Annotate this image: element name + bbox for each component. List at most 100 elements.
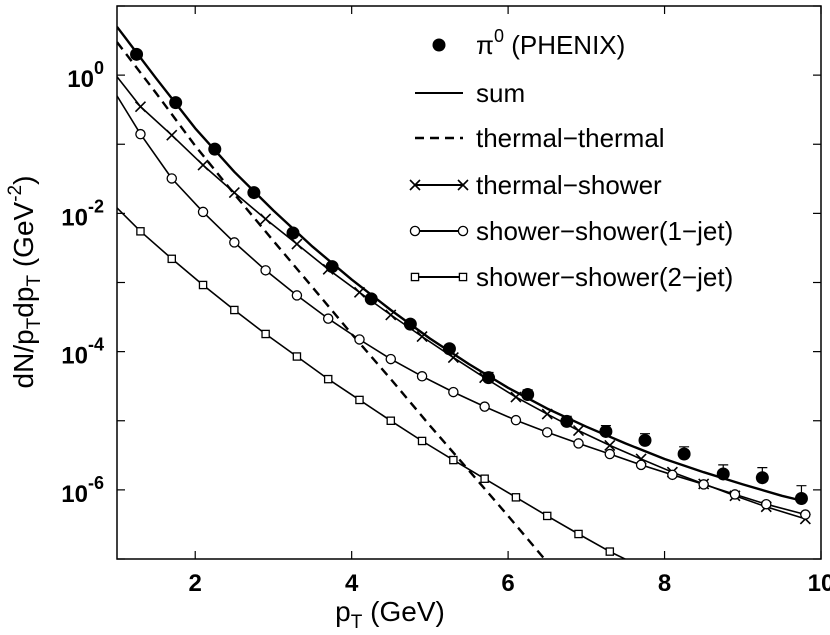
data-point bbox=[448, 386, 459, 398]
data-point bbox=[135, 128, 146, 140]
data-point bbox=[198, 280, 208, 290]
data-point bbox=[510, 391, 522, 403]
data-point bbox=[604, 448, 616, 460]
data-point bbox=[261, 329, 270, 339]
series-4 bbox=[117, 95, 811, 520]
legend-marker bbox=[432, 38, 446, 52]
x-tick-label: 2 bbox=[189, 570, 202, 597]
data-point bbox=[479, 401, 490, 412]
data-point bbox=[260, 265, 271, 276]
y-tick-label: 10-2 bbox=[61, 196, 104, 231]
data-point bbox=[322, 313, 334, 324]
data-point bbox=[605, 547, 615, 556]
legend-item: sum bbox=[415, 78, 525, 108]
data-point bbox=[353, 286, 366, 298]
data-point bbox=[416, 331, 428, 343]
data-point bbox=[291, 290, 303, 301]
data-point bbox=[449, 455, 458, 465]
x-axis: 2 4 6 8 10 bbox=[189, 6, 830, 597]
data-point bbox=[416, 371, 428, 382]
data-point bbox=[197, 159, 209, 171]
data-point bbox=[755, 471, 769, 485]
legend-marker bbox=[457, 225, 469, 237]
series-1 bbox=[117, 26, 806, 503]
data-point bbox=[166, 173, 178, 184]
y-tick-label: 10-6 bbox=[61, 473, 104, 508]
data-point bbox=[541, 408, 553, 420]
data-point bbox=[260, 213, 272, 225]
y-axis: 100 10-2 10-4 10-6 bbox=[61, 5, 821, 560]
data-point bbox=[447, 352, 459, 364]
y-tick-label: 100 bbox=[67, 58, 104, 93]
x-tick-label: 4 bbox=[345, 570, 359, 597]
y-axis-label: dN/pTdpT (GeV-2) bbox=[5, 176, 45, 389]
data-point bbox=[167, 254, 177, 264]
data-point bbox=[134, 101, 147, 113]
data-point bbox=[136, 227, 145, 236]
data-point bbox=[322, 263, 334, 275]
data-point bbox=[542, 511, 552, 521]
data-point bbox=[638, 433, 652, 447]
data-point bbox=[286, 226, 300, 240]
data-point bbox=[385, 353, 397, 365]
data-point bbox=[229, 237, 240, 248]
data-point bbox=[230, 305, 239, 315]
data-point bbox=[364, 292, 378, 306]
data-point bbox=[197, 206, 209, 218]
legend-item: shower−shower(1−jet) bbox=[409, 216, 733, 246]
y-tick-label: 10-4 bbox=[61, 335, 104, 370]
data-point bbox=[166, 129, 178, 141]
data-point bbox=[760, 498, 772, 510]
data-point bbox=[479, 372, 491, 384]
data-point bbox=[323, 374, 333, 384]
data-point bbox=[385, 309, 397, 321]
legend-label: thermal−shower bbox=[476, 170, 662, 200]
data-point bbox=[417, 436, 427, 446]
legend-marker bbox=[409, 179, 421, 191]
legend-marker bbox=[457, 179, 469, 191]
legend-label: thermal−thermal bbox=[476, 123, 665, 153]
legend-marker bbox=[410, 272, 420, 282]
data-point bbox=[480, 474, 489, 483]
legend-item: shower−shower(2−jet) bbox=[410, 262, 733, 292]
legend-item: thermal−shower bbox=[409, 170, 662, 200]
data-point bbox=[228, 187, 240, 199]
data-point bbox=[645, 567, 652, 574]
data-point bbox=[354, 334, 365, 345]
legend-marker bbox=[409, 225, 421, 237]
legend-label: shower−shower(2−jet) bbox=[476, 262, 733, 292]
data-point bbox=[604, 439, 616, 451]
legend-label: shower−shower(1−jet) bbox=[476, 216, 733, 246]
series-layer bbox=[117, 26, 811, 574]
data-point bbox=[541, 427, 553, 438]
data-point bbox=[572, 425, 585, 437]
plot-frame bbox=[116, 5, 822, 560]
series-line bbox=[117, 26, 806, 503]
x-tick-label: 6 bbox=[501, 570, 514, 597]
legend-label: sum bbox=[476, 78, 525, 108]
x-axis-label: pT (GeV) bbox=[335, 596, 445, 633]
data-point bbox=[677, 447, 691, 461]
legend-label: π0 (PHENIX) bbox=[476, 26, 625, 60]
data-point bbox=[355, 395, 364, 405]
legend: π0 (PHENIX) sum thermal−thermal thermal−sho… bbox=[409, 26, 733, 292]
legend-marker bbox=[458, 272, 468, 282]
data-point bbox=[635, 459, 647, 471]
x-tick-label: 10 bbox=[808, 570, 830, 597]
data-point bbox=[386, 416, 396, 425]
data-point bbox=[800, 509, 811, 520]
data-point bbox=[510, 414, 522, 426]
data-point bbox=[573, 438, 584, 449]
data-point bbox=[667, 469, 678, 481]
data-point bbox=[291, 238, 303, 250]
legend-item: thermal−thermal bbox=[415, 123, 665, 153]
data-point bbox=[574, 529, 583, 539]
data-point bbox=[292, 352, 302, 361]
data-point bbox=[511, 493, 521, 502]
data-point bbox=[729, 489, 741, 500]
legend-item: π0 (PHENIX) bbox=[432, 26, 625, 60]
data-point bbox=[698, 479, 709, 490]
series-line bbox=[117, 207, 627, 559]
series-5 bbox=[117, 207, 652, 574]
